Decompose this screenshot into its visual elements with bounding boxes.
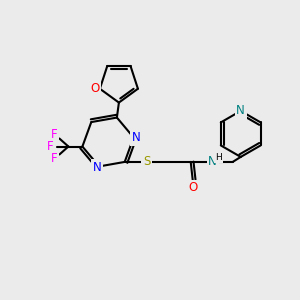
- Text: H: H: [215, 153, 222, 162]
- Text: N: N: [93, 161, 101, 174]
- Text: N: N: [236, 104, 245, 117]
- Text: F: F: [51, 128, 58, 141]
- Text: F: F: [47, 140, 54, 153]
- Text: O: O: [188, 182, 197, 194]
- Text: N: N: [132, 131, 141, 144]
- Text: O: O: [90, 82, 100, 95]
- Text: N: N: [208, 155, 217, 168]
- Text: S: S: [143, 155, 150, 168]
- Text: F: F: [51, 152, 58, 165]
